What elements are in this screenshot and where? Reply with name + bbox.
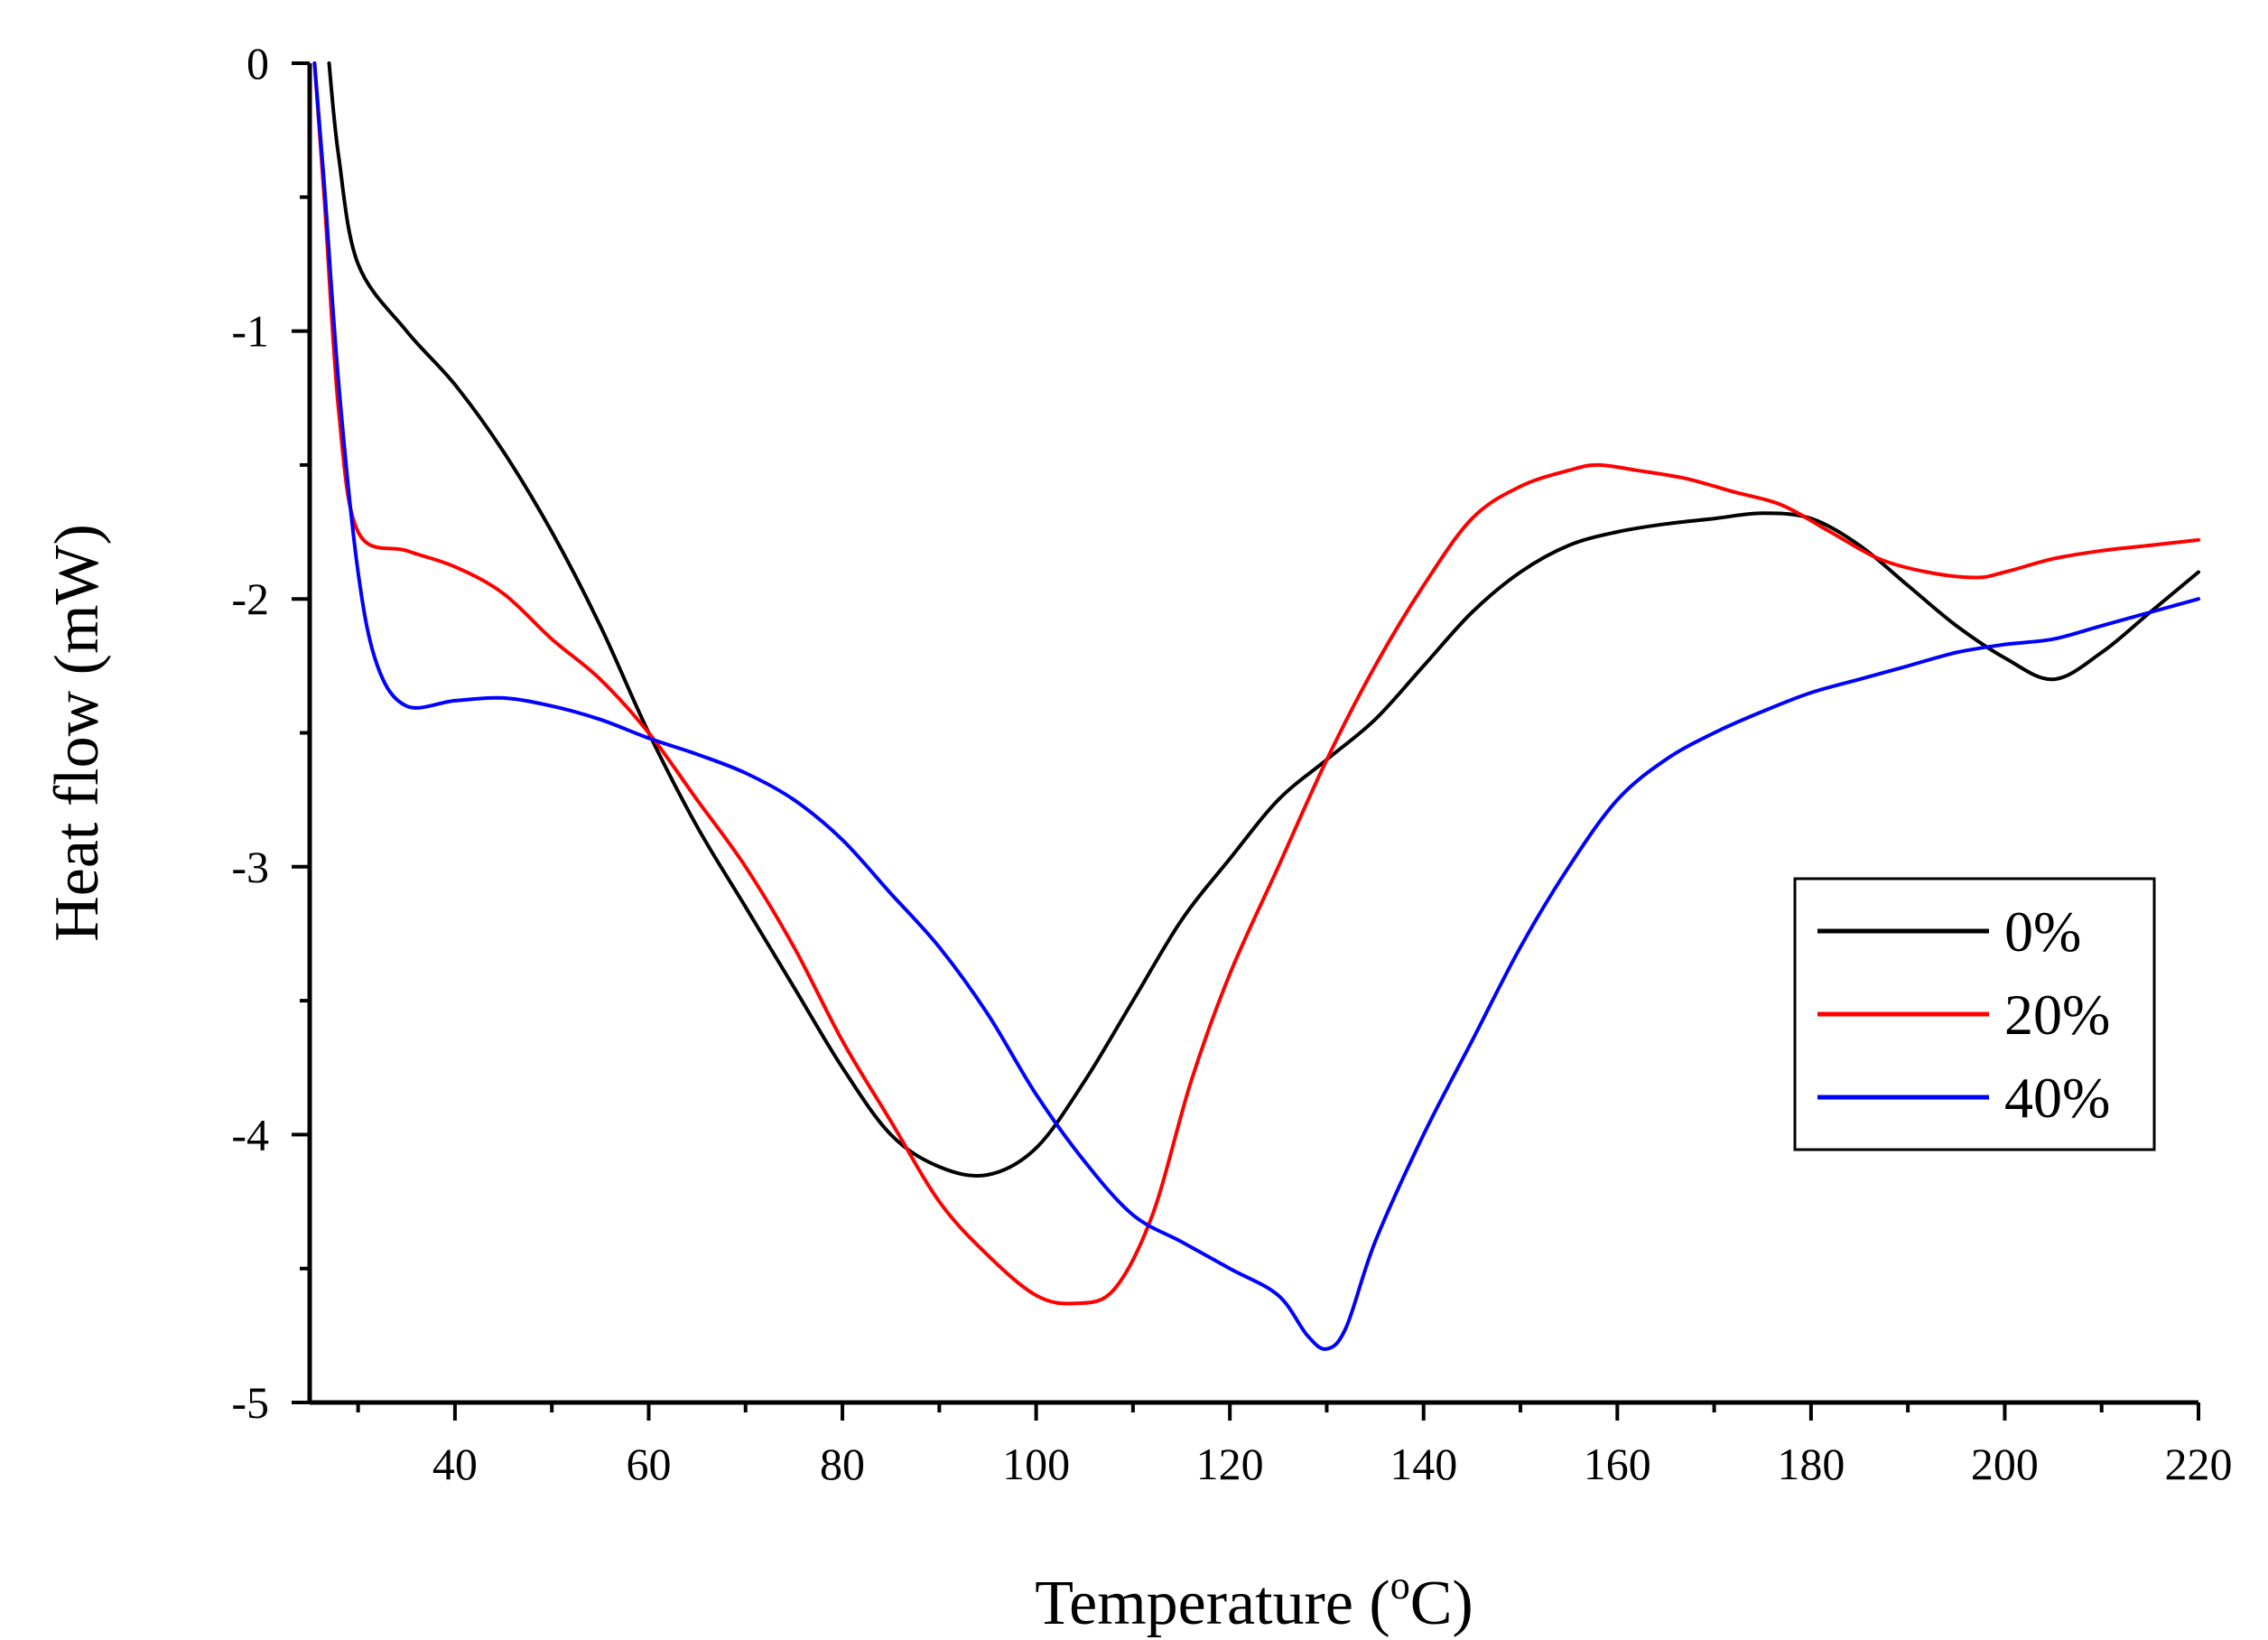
x-tick-label: 100 xyxy=(1002,1439,1070,1489)
y-tick-label: -2 xyxy=(231,573,269,624)
series-line-2 xyxy=(312,61,2200,1306)
legend-label: 0% xyxy=(2004,899,2081,964)
x-axis-title-superscript: o xyxy=(1390,1563,1410,1607)
legend-label: 40% xyxy=(2004,1066,2110,1130)
x-tick-label: 220 xyxy=(2165,1439,2233,1489)
series-line-1 xyxy=(327,61,2200,1179)
x-tick-label: 200 xyxy=(1971,1439,2039,1489)
x-tick-label: 160 xyxy=(1584,1439,1651,1489)
y-axis-title: Heat flow (mW) xyxy=(42,524,112,942)
x-tick-label: 180 xyxy=(1777,1439,1845,1489)
x-tick-label: 140 xyxy=(1390,1439,1457,1489)
x-tick-label: 80 xyxy=(820,1439,865,1489)
chart-plot-area xyxy=(312,61,2200,1351)
x-tick-label: 40 xyxy=(432,1439,478,1489)
y-tick-label: 0 xyxy=(246,38,269,89)
chart-axes: 40 60 80 100 120 140 160 180 200 220 0 -1 -2 -3 -4 -5 xyxy=(231,38,2232,1489)
chart-legend: 0% 20% 40% xyxy=(1793,877,2156,1151)
legend-label: 20% xyxy=(2004,983,2110,1047)
y-tick-label: -5 xyxy=(231,1377,269,1428)
y-tick-label: -3 xyxy=(231,842,269,892)
x-axis-title-main: Temperature ( xyxy=(1035,1569,1390,1638)
x-tick-label: 120 xyxy=(1196,1439,1264,1489)
series-line-3 xyxy=(312,61,2200,1351)
x-tick-label: 60 xyxy=(626,1439,671,1489)
x-axis-title: Temperature (oC) xyxy=(1035,1563,1473,1638)
x-axis-title-tail: C) xyxy=(1410,1569,1473,1638)
y-tick-label: -1 xyxy=(231,306,269,357)
y-tick-label: -4 xyxy=(231,1109,269,1160)
